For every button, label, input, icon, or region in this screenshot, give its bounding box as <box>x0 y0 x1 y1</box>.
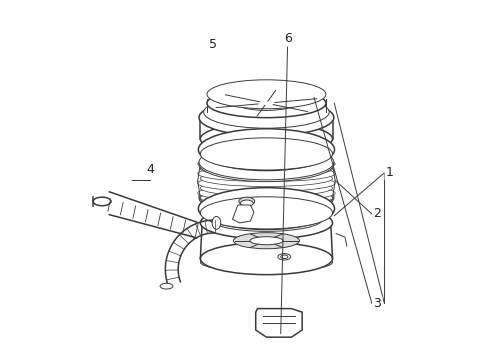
Ellipse shape <box>200 197 333 229</box>
Ellipse shape <box>200 123 333 155</box>
Ellipse shape <box>207 89 326 118</box>
Ellipse shape <box>197 175 335 192</box>
Ellipse shape <box>207 80 326 109</box>
Ellipse shape <box>199 179 334 214</box>
Ellipse shape <box>200 243 333 275</box>
Text: 6: 6 <box>284 32 292 45</box>
Ellipse shape <box>197 156 335 172</box>
Ellipse shape <box>281 255 288 258</box>
Ellipse shape <box>199 144 334 180</box>
Text: 1: 1 <box>386 166 393 179</box>
Ellipse shape <box>197 185 335 201</box>
Ellipse shape <box>200 207 333 239</box>
Polygon shape <box>256 309 302 337</box>
Ellipse shape <box>241 200 253 206</box>
Ellipse shape <box>198 129 335 171</box>
Ellipse shape <box>200 138 333 170</box>
Ellipse shape <box>210 207 322 231</box>
Ellipse shape <box>250 237 283 245</box>
Ellipse shape <box>258 101 275 105</box>
Polygon shape <box>232 205 254 223</box>
Text: 5: 5 <box>209 38 217 51</box>
Ellipse shape <box>93 197 111 206</box>
Ellipse shape <box>200 161 333 177</box>
Ellipse shape <box>198 188 335 229</box>
Ellipse shape <box>160 283 173 289</box>
Bar <box>270 314 288 332</box>
Ellipse shape <box>239 197 255 206</box>
Ellipse shape <box>237 96 296 111</box>
Text: 2: 2 <box>373 207 381 220</box>
Text: 3: 3 <box>373 297 381 310</box>
Ellipse shape <box>199 146 334 181</box>
Ellipse shape <box>204 96 329 128</box>
Ellipse shape <box>200 252 333 272</box>
Ellipse shape <box>197 166 335 182</box>
Ellipse shape <box>278 253 291 260</box>
Ellipse shape <box>199 99 334 136</box>
Ellipse shape <box>212 216 220 229</box>
Ellipse shape <box>200 170 333 186</box>
Ellipse shape <box>233 233 299 249</box>
Ellipse shape <box>200 180 333 196</box>
Ellipse shape <box>199 180 334 216</box>
Text: 4: 4 <box>147 163 154 176</box>
Ellipse shape <box>200 190 333 206</box>
